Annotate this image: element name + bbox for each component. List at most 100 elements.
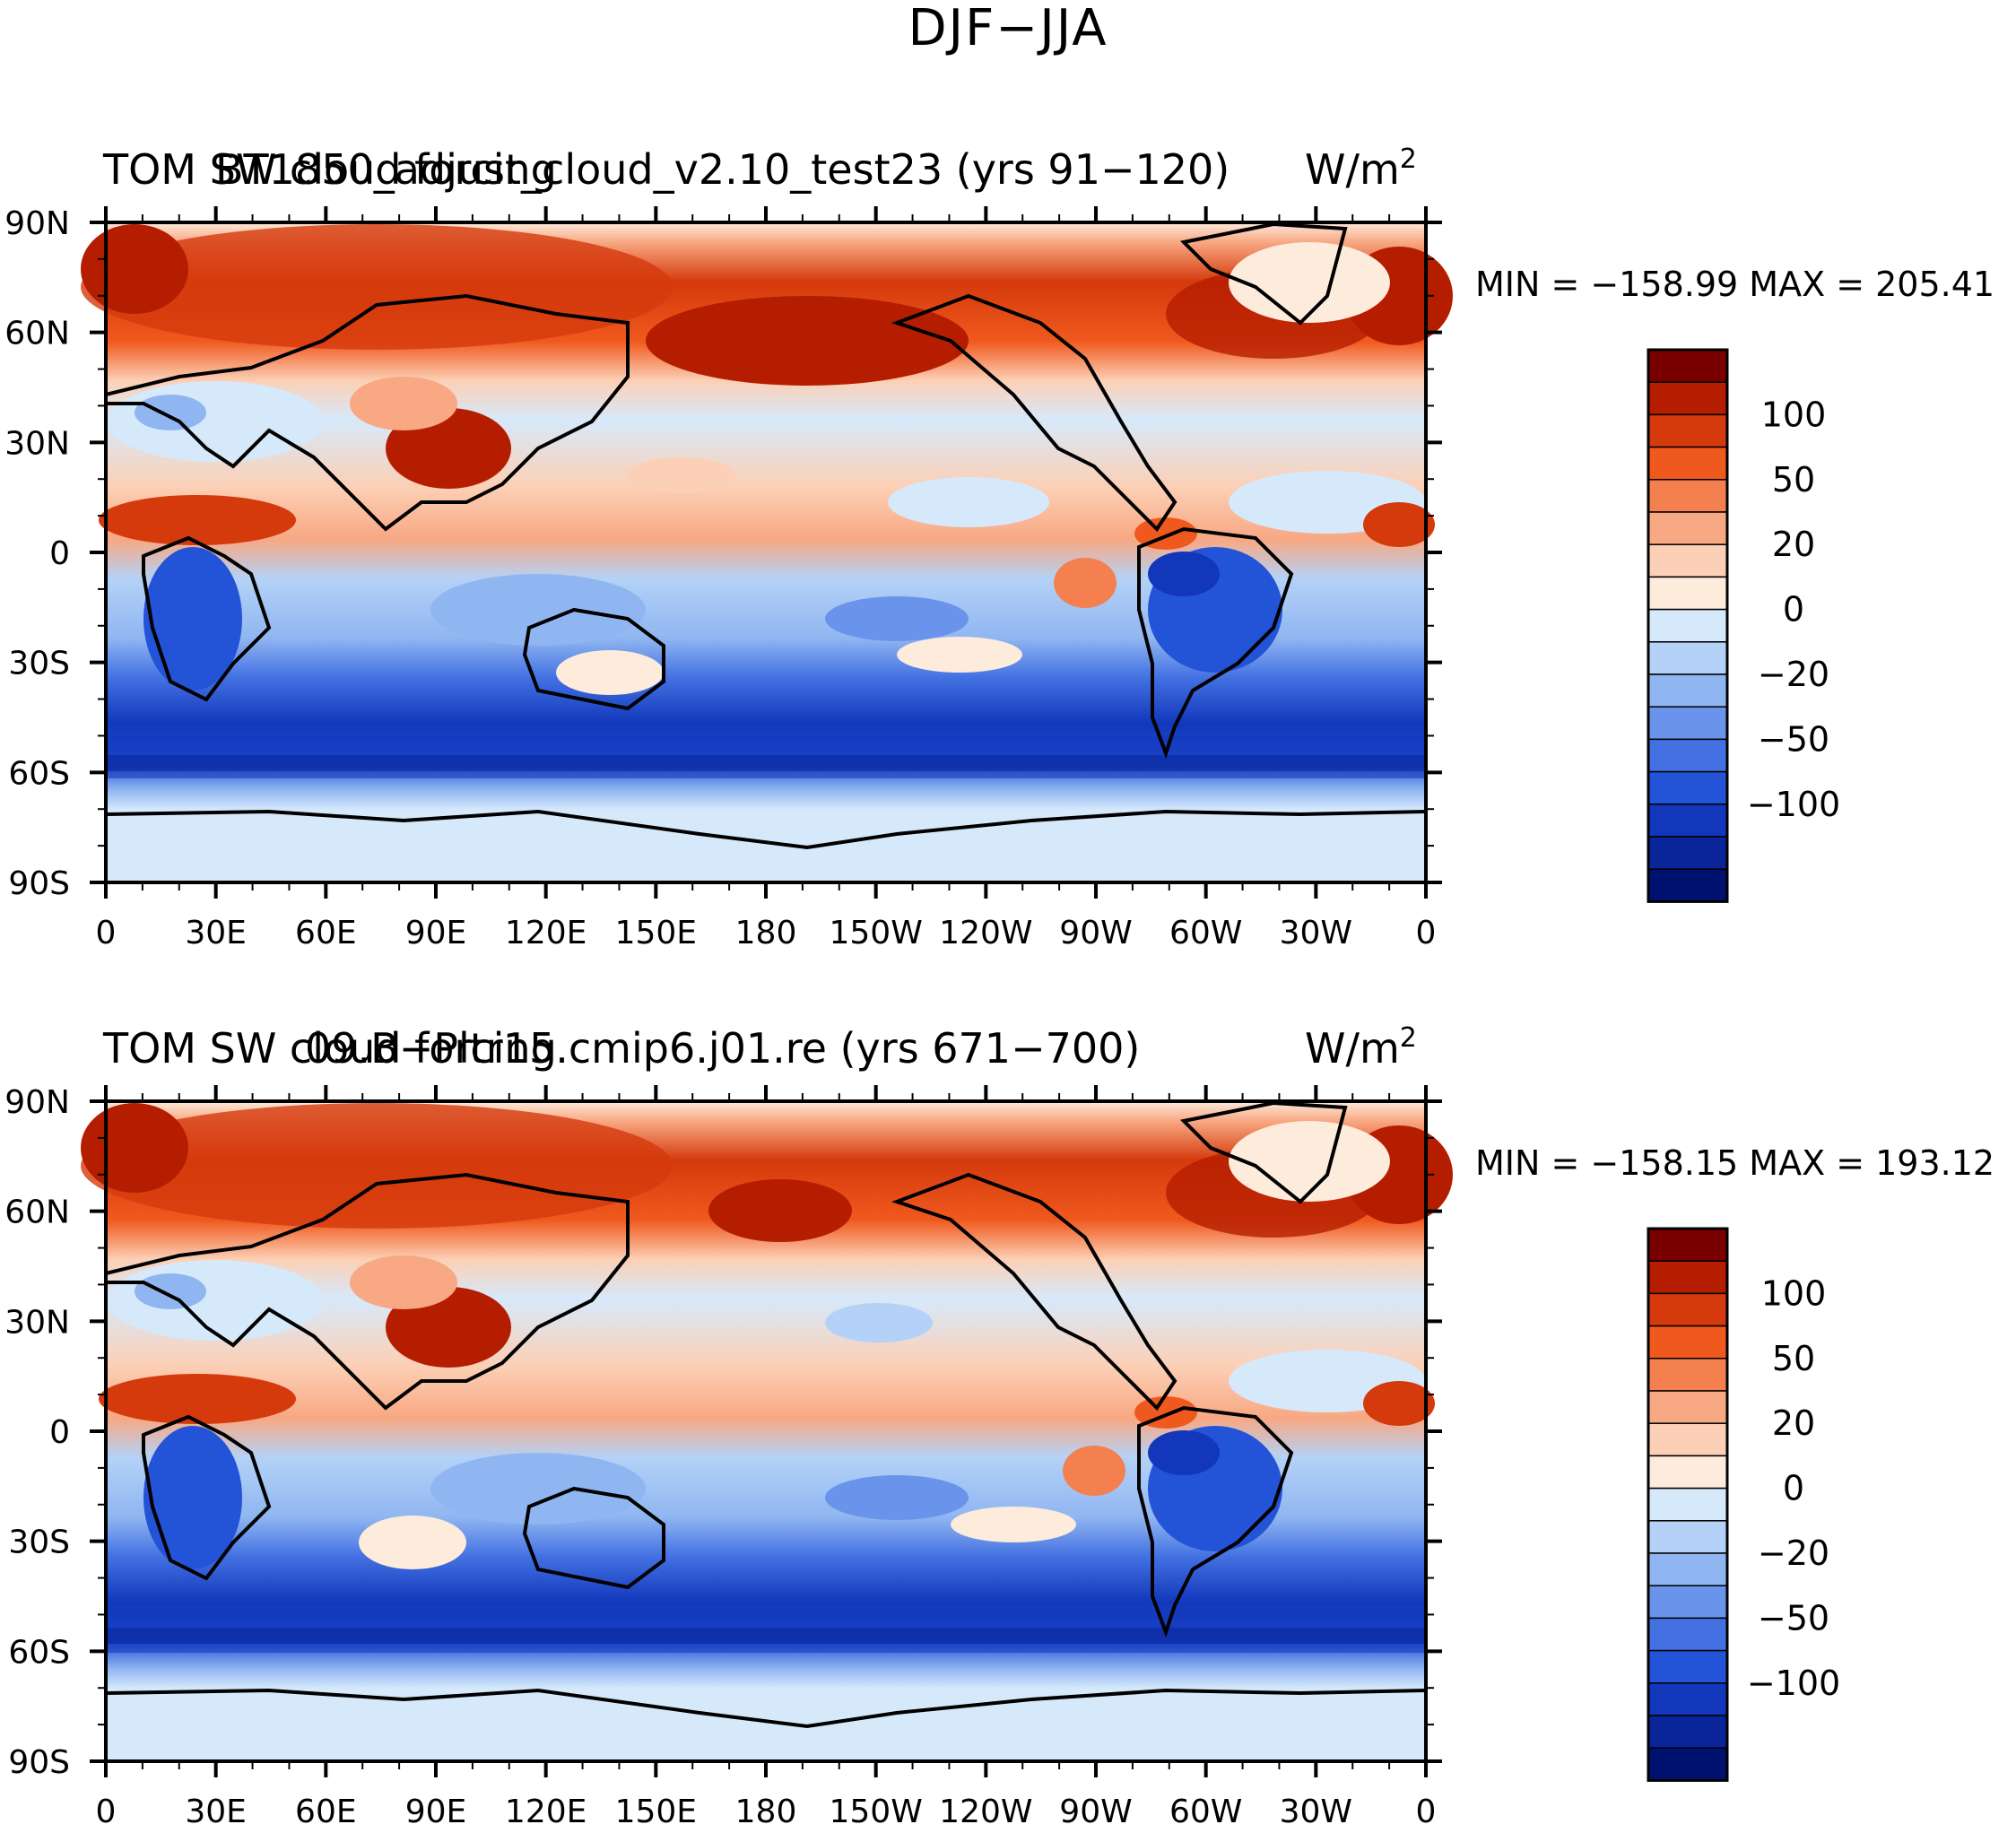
lon-tick-label: 150W bbox=[830, 915, 923, 951]
colorbar-label: 0 bbox=[1783, 590, 1804, 630]
colorbar-swatch bbox=[1647, 576, 1728, 611]
coastline-north-america bbox=[891, 293, 1177, 533]
coastline-eurasia bbox=[105, 1172, 630, 1411]
colorbar-swatch bbox=[1647, 1422, 1728, 1457]
lon-tick-label: 180 bbox=[735, 915, 797, 951]
coastline-greenland bbox=[1179, 222, 1348, 326]
lat-tick-label: 30S bbox=[8, 646, 70, 682]
figure-title: DJF−JJA bbox=[908, 0, 1108, 57]
lon-tick-label: 90E bbox=[405, 1794, 467, 1830]
colorbar-label: 100 bbox=[1761, 395, 1827, 434]
colorbar-swatch bbox=[1647, 1649, 1728, 1684]
colorbar-label: 50 bbox=[1772, 1339, 1815, 1378]
colorbar-label: −50 bbox=[1758, 1598, 1829, 1638]
lat-tick-label: 90S bbox=[8, 1744, 70, 1781]
colorbar-label: −20 bbox=[1758, 655, 1829, 694]
colorbar-frame bbox=[1647, 1227, 1729, 1782]
coastline-greenland bbox=[1179, 1100, 1348, 1204]
lon-tick-label: 150E bbox=[615, 1794, 697, 1830]
lat-tick-label: 60N bbox=[4, 1194, 70, 1231]
colorbar-swatch bbox=[1647, 804, 1728, 838]
coastline-south-america bbox=[1137, 1405, 1294, 1638]
colorbar-swatch bbox=[1647, 608, 1728, 643]
panel-variable-label: TOM SW cloud forcing bbox=[102, 1024, 557, 1073]
colorbar-swatch bbox=[1647, 641, 1728, 675]
coastline-antarctica bbox=[105, 809, 1427, 850]
coastline-australia bbox=[522, 1486, 665, 1590]
colorbar-label: 0 bbox=[1783, 1469, 1804, 1508]
lon-tick-label: 60W bbox=[1169, 1794, 1242, 1830]
coastlines bbox=[105, 222, 1427, 850]
panel-units: W/m2 bbox=[1305, 1022, 1417, 1073]
colorbar-swatch bbox=[1647, 349, 1728, 383]
colorbar-swatch bbox=[1647, 1260, 1728, 1295]
coastline-africa bbox=[142, 1414, 272, 1581]
colorbar-swatch bbox=[1647, 1682, 1728, 1716]
map-panel-top: TOM SW cloud forcing BT1850_adjust_cloud… bbox=[4, 143, 1994, 951]
lon-tick-label: 120W bbox=[939, 1794, 1032, 1830]
colorbar-swatch bbox=[1647, 1455, 1728, 1490]
coastline-australia bbox=[522, 607, 665, 711]
colorbar-swatch bbox=[1647, 446, 1728, 481]
coastline-eurasia bbox=[105, 293, 630, 532]
lon-tick-label: 180 bbox=[735, 1794, 797, 1830]
lon-tick-label: 30E bbox=[185, 915, 247, 951]
lon-tick-label: 60W bbox=[1169, 915, 1242, 951]
colorbar-swatch bbox=[1647, 1487, 1728, 1522]
colorbar-swatch bbox=[1647, 673, 1728, 708]
lat-tick-label: 90N bbox=[4, 1084, 70, 1121]
coastlines bbox=[105, 1100, 1427, 1729]
colorbar-label: −100 bbox=[1747, 1664, 1840, 1703]
colorbar-label: 20 bbox=[1772, 525, 1815, 564]
lon-tick-label: 120W bbox=[939, 915, 1032, 951]
lon-tick-label: 0 bbox=[96, 915, 117, 951]
colorbar: 100 50 20 0 −20 −50 −100 bbox=[1647, 348, 1840, 903]
colorbar-swatch bbox=[1647, 868, 1728, 903]
colorbar-swatch bbox=[1647, 1325, 1728, 1360]
lon-tick-label: 150W bbox=[830, 1794, 923, 1830]
colorbar-swatch bbox=[1647, 1585, 1728, 1620]
colorbar-swatch bbox=[1647, 836, 1728, 870]
stats-label: MIN = −158.15 MAX = 193.12 bbox=[1475, 1143, 1994, 1183]
colorbar-swatch bbox=[1647, 511, 1728, 545]
map-panel-bottom: TOM SW cloud forcing 09.B−Pltr15.cmip6.j… bbox=[4, 1022, 1994, 1830]
lat-tick-label: 30S bbox=[8, 1525, 70, 1561]
panel-case-name: BT1850_adjust_cloud_v2.10_test23 (yrs 91… bbox=[215, 145, 1230, 194]
colorbar-swatch bbox=[1647, 1552, 1728, 1586]
contour-field bbox=[81, 1101, 1453, 1761]
colorbar-swatch bbox=[1647, 1747, 1728, 1782]
lon-tick-label: 0 bbox=[1416, 915, 1437, 951]
coastline-africa bbox=[142, 535, 272, 702]
colorbar-label: 20 bbox=[1772, 1403, 1815, 1443]
colorbar-swatch bbox=[1647, 1520, 1728, 1554]
colorbar-swatch bbox=[1647, 413, 1728, 448]
colorbar-swatch bbox=[1647, 1617, 1728, 1652]
colorbar-swatch bbox=[1647, 1390, 1728, 1424]
lat-tick-label: 60S bbox=[8, 755, 70, 792]
colorbar-swatch bbox=[1647, 1358, 1728, 1392]
panel-units: W/m2 bbox=[1305, 143, 1417, 194]
panel-case-name: 09.B−Pltr15.cmip6.j01.re (yrs 671−700) bbox=[305, 1024, 1140, 1073]
lon-tick-label: 90W bbox=[1059, 1794, 1132, 1830]
colorbar-label: −100 bbox=[1747, 785, 1840, 824]
colorbar-swatch bbox=[1647, 381, 1728, 416]
lat-tick-label: 90N bbox=[4, 205, 70, 242]
colorbar-swatch bbox=[1647, 706, 1728, 741]
lon-tick-label: 30W bbox=[1280, 1794, 1352, 1830]
lon-tick-label: 90E bbox=[405, 915, 467, 951]
colorbar-label: 100 bbox=[1761, 1273, 1827, 1313]
coastline-north-america bbox=[891, 1172, 1177, 1412]
lon-tick-label: 120E bbox=[505, 1794, 587, 1830]
colorbar-frame bbox=[1647, 348, 1729, 903]
lon-tick-label: 120E bbox=[505, 915, 587, 951]
lat-tick-label: 30N bbox=[4, 425, 70, 462]
colorbar-label: −50 bbox=[1758, 719, 1829, 759]
lat-tick-label: 60S bbox=[8, 1634, 70, 1671]
lon-tick-label: 60E bbox=[295, 915, 357, 951]
lon-tick-label: 150E bbox=[615, 915, 697, 951]
coastline-south-america bbox=[1137, 526, 1294, 759]
panel-variable-label: TOM SW cloud forcing bbox=[102, 145, 557, 194]
lat-tick-label: 60N bbox=[4, 316, 70, 352]
colorbar-swatch bbox=[1647, 1228, 1728, 1262]
coastline-antarctica bbox=[105, 1688, 1427, 1729]
